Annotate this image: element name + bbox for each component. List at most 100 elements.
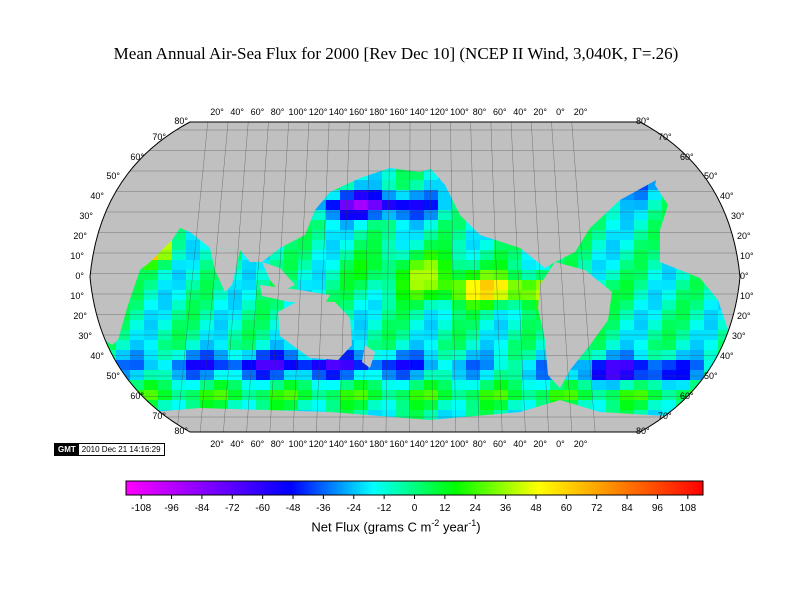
longitude-label: 140° xyxy=(329,107,348,117)
flux-cell xyxy=(340,400,354,410)
latitude-label: 0° xyxy=(75,271,84,281)
flux-cell xyxy=(242,310,256,320)
flux-cell xyxy=(102,140,116,150)
latitude-label: 20° xyxy=(737,231,751,241)
flux-cell xyxy=(522,260,536,270)
flux-cell xyxy=(228,340,242,350)
flux-cell xyxy=(284,270,298,280)
flux-cell xyxy=(382,390,396,400)
flux-cell xyxy=(172,320,186,330)
flux-cell xyxy=(438,340,452,350)
flux-cell xyxy=(354,270,368,280)
flux-cell xyxy=(508,270,522,280)
flux-cell xyxy=(480,320,494,330)
flux-cell xyxy=(130,280,144,290)
flux-cell xyxy=(508,370,522,380)
flux-cell xyxy=(312,280,326,290)
gmt-timestamp-stamp: GMT 2010 Dec 21 14:16:29 xyxy=(54,443,165,456)
flux-cell xyxy=(172,340,186,350)
flux-cell xyxy=(382,280,396,290)
flux-cell xyxy=(326,380,340,390)
graticule-meridian xyxy=(430,122,433,432)
flux-cell xyxy=(424,250,438,260)
flux-cell xyxy=(620,320,634,330)
latitude-label: 50° xyxy=(106,371,120,381)
flux-cell xyxy=(242,390,256,400)
flux-cell xyxy=(410,270,424,280)
land-se-asia xyxy=(262,262,295,292)
flux-cell xyxy=(256,400,270,410)
flux-cell xyxy=(158,430,172,432)
flux-cell xyxy=(256,360,270,370)
flux-cell xyxy=(158,320,172,330)
flux-cell xyxy=(732,150,740,160)
longitude-label: 80° xyxy=(473,107,487,117)
flux-cell xyxy=(424,360,438,370)
flux-cell xyxy=(536,270,550,280)
flux-cell xyxy=(424,280,438,290)
flux-cell xyxy=(494,380,508,390)
flux-cell xyxy=(522,270,536,280)
flux-cell xyxy=(256,260,270,270)
flux-cell xyxy=(424,370,438,380)
flux-cell xyxy=(424,190,438,200)
flux-cell xyxy=(606,380,620,390)
flux-cell xyxy=(718,400,732,410)
flux-cell xyxy=(662,350,676,360)
flux-cell xyxy=(256,350,270,360)
flux-cell xyxy=(410,260,424,270)
flux-cell xyxy=(298,250,312,260)
colorbar-gradient xyxy=(125,480,704,496)
flux-cell xyxy=(228,300,242,310)
flux-cell xyxy=(270,350,284,360)
colorbar-tick-label: 96 xyxy=(652,503,664,514)
flux-cell xyxy=(662,320,676,330)
flux-cell xyxy=(284,400,298,410)
latitude-label: 30° xyxy=(79,211,93,221)
flux-cell xyxy=(326,400,340,410)
flux-cell xyxy=(452,290,466,300)
flux-cell xyxy=(354,280,368,290)
flux-cell xyxy=(522,370,536,380)
flux-cell xyxy=(368,170,382,180)
flux-cell xyxy=(340,200,354,210)
flux-cell xyxy=(270,380,284,390)
flux-cell xyxy=(424,180,438,190)
colorbar-tick-label: 0 xyxy=(412,503,418,514)
flux-cell xyxy=(634,310,648,320)
flux-cell xyxy=(368,260,382,270)
flux-cell xyxy=(662,122,676,130)
flux-cell xyxy=(340,390,354,400)
flux-cell xyxy=(676,270,690,280)
flux-cell xyxy=(438,410,452,420)
flux-cell xyxy=(158,420,172,430)
flux-cell xyxy=(606,370,620,380)
flux-cell xyxy=(466,260,480,270)
flux-cell xyxy=(382,300,396,310)
flux-cell xyxy=(326,370,340,380)
flux-cell xyxy=(130,370,144,380)
flux-cell xyxy=(438,190,452,200)
longitude-label: 40° xyxy=(513,107,527,117)
flux-cell xyxy=(368,410,382,420)
flux-cell xyxy=(410,190,424,200)
colorbar-tick-label: -48 xyxy=(286,503,301,514)
flux-cell xyxy=(382,340,396,350)
flux-cell xyxy=(578,350,592,360)
flux-cell xyxy=(158,400,172,410)
flux-cell xyxy=(172,270,186,280)
gmt-logo: GMT xyxy=(55,444,79,455)
graticule-meridian xyxy=(246,122,269,432)
latitude-label: 60° xyxy=(130,152,144,162)
flux-cell xyxy=(578,370,592,380)
flux-cell xyxy=(410,230,424,240)
flux-cell xyxy=(102,150,116,160)
flux-cell xyxy=(564,250,578,260)
flux-cell xyxy=(186,390,200,400)
flux-cell xyxy=(494,340,508,350)
flux-cell xyxy=(480,370,494,380)
flux-cell xyxy=(676,420,690,430)
flux-cell xyxy=(200,300,214,310)
flux-cell xyxy=(158,380,172,390)
flux-cell xyxy=(130,430,144,432)
